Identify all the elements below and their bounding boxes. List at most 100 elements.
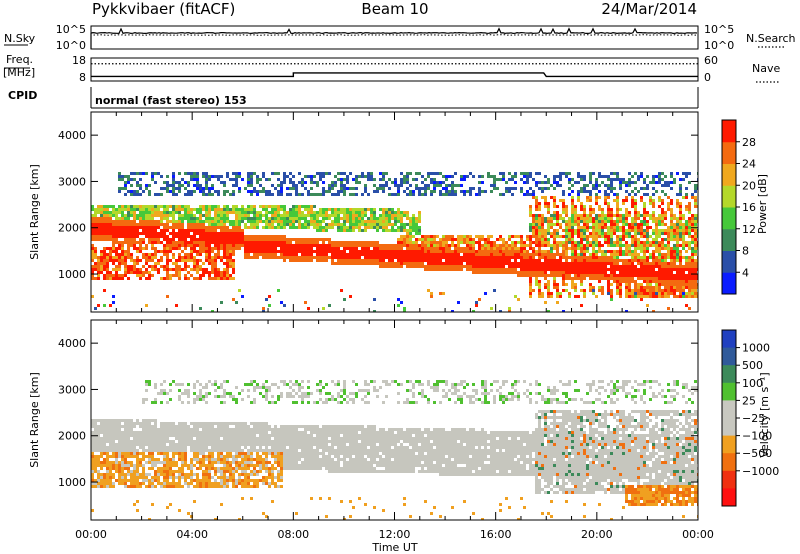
power-cell: [583, 226, 586, 229]
power-cell: [583, 190, 586, 193]
power-cell: [568, 178, 571, 181]
power-cell: [571, 235, 574, 238]
power-cell: [442, 262, 445, 265]
power-cell: [589, 226, 592, 229]
power-cell: [181, 238, 184, 241]
power-cell: [577, 256, 580, 259]
power-cell: [400, 262, 403, 265]
power-cell: [478, 187, 481, 190]
power-cell: [154, 229, 157, 232]
power-cell: [145, 187, 148, 190]
power-cell: [664, 277, 667, 280]
power-cell: [514, 250, 517, 253]
colorbar-swatch: [722, 141, 736, 164]
power-cell: [289, 250, 292, 253]
power-cell: [631, 217, 634, 220]
power-cell: [187, 244, 190, 247]
velocity-cell: [97, 449, 100, 452]
power-cell: [487, 235, 490, 238]
velocity-cell: [118, 422, 121, 425]
power-cell: [178, 241, 181, 244]
velocity-cell: [97, 431, 100, 434]
power-cell: [376, 223, 379, 226]
power-cell: [208, 259, 211, 262]
power-cell: [400, 301, 403, 304]
power-cell: [430, 292, 433, 295]
power-cell: [214, 211, 217, 214]
power-cell: [415, 232, 418, 235]
power-cell: [106, 253, 109, 256]
power-cell: [616, 241, 619, 244]
power-cell: [592, 259, 595, 262]
power-cell: [142, 190, 145, 193]
power-cell: [646, 223, 649, 226]
power-cell: [163, 181, 166, 184]
velocity-cell: [109, 428, 112, 431]
power-cell: [280, 253, 283, 256]
power-cell: [292, 244, 295, 247]
velocity-cell: [94, 419, 97, 422]
power-cell: [562, 241, 565, 244]
power-cell: [433, 265, 436, 268]
power-cell: [280, 241, 283, 244]
power-cell: [538, 220, 541, 223]
power-cell: [559, 184, 562, 187]
power-cell: [103, 223, 106, 226]
power-cell: [130, 244, 133, 247]
power-cell: [688, 280, 691, 283]
colorbar-tick-label: 20: [742, 179, 756, 192]
power-cell: [652, 229, 655, 232]
power-cell: [211, 247, 214, 250]
power-cell: [625, 295, 628, 298]
power-cell: [97, 274, 100, 277]
power-cell: [415, 259, 418, 262]
power-cell: [607, 286, 610, 289]
velocity-cell: [115, 422, 118, 425]
power-cell: [586, 229, 589, 232]
power-cell: [388, 265, 391, 268]
power-cell: [643, 244, 646, 247]
power-cell: [307, 223, 310, 226]
power-cell: [403, 241, 406, 244]
power-cell: [115, 241, 118, 244]
power-cell: [130, 265, 133, 268]
power-cell: [499, 262, 502, 265]
power-cell: [667, 289, 670, 292]
power-cell: [583, 256, 586, 259]
power-cell: [199, 274, 202, 277]
power-cell: [445, 175, 448, 178]
power-cell: [436, 268, 439, 271]
power-cell: [127, 229, 130, 232]
power-cell: [208, 250, 211, 253]
power-cell: [670, 208, 673, 211]
power-cell: [325, 244, 328, 247]
power-cell: [646, 238, 649, 241]
power-cell: [130, 172, 133, 175]
power-cell: [529, 256, 532, 259]
power-cell: [352, 250, 355, 253]
power-cell: [664, 175, 667, 178]
power-cell: [613, 253, 616, 256]
power-cell: [490, 307, 493, 310]
power-cell: [382, 211, 385, 214]
power-cell: [124, 175, 127, 178]
power-cell: [154, 262, 157, 265]
power-cell: [553, 199, 556, 202]
power-cell: [487, 265, 490, 268]
power-cell: [391, 226, 394, 229]
power-cell: [331, 208, 334, 211]
power-cell: [289, 217, 292, 220]
power-cell: [667, 205, 670, 208]
power-cell: [190, 274, 193, 277]
power-cell: [268, 256, 271, 259]
power-cell: [265, 226, 268, 229]
power-cell: [166, 187, 169, 190]
power-cell: [463, 265, 466, 268]
power-cell: [625, 220, 628, 223]
power-cell: [145, 226, 148, 229]
power-cell: [640, 277, 643, 280]
power-cell: [247, 184, 250, 187]
power-cell: [238, 175, 241, 178]
power-cell: [271, 214, 274, 217]
power-cell: [415, 247, 418, 250]
